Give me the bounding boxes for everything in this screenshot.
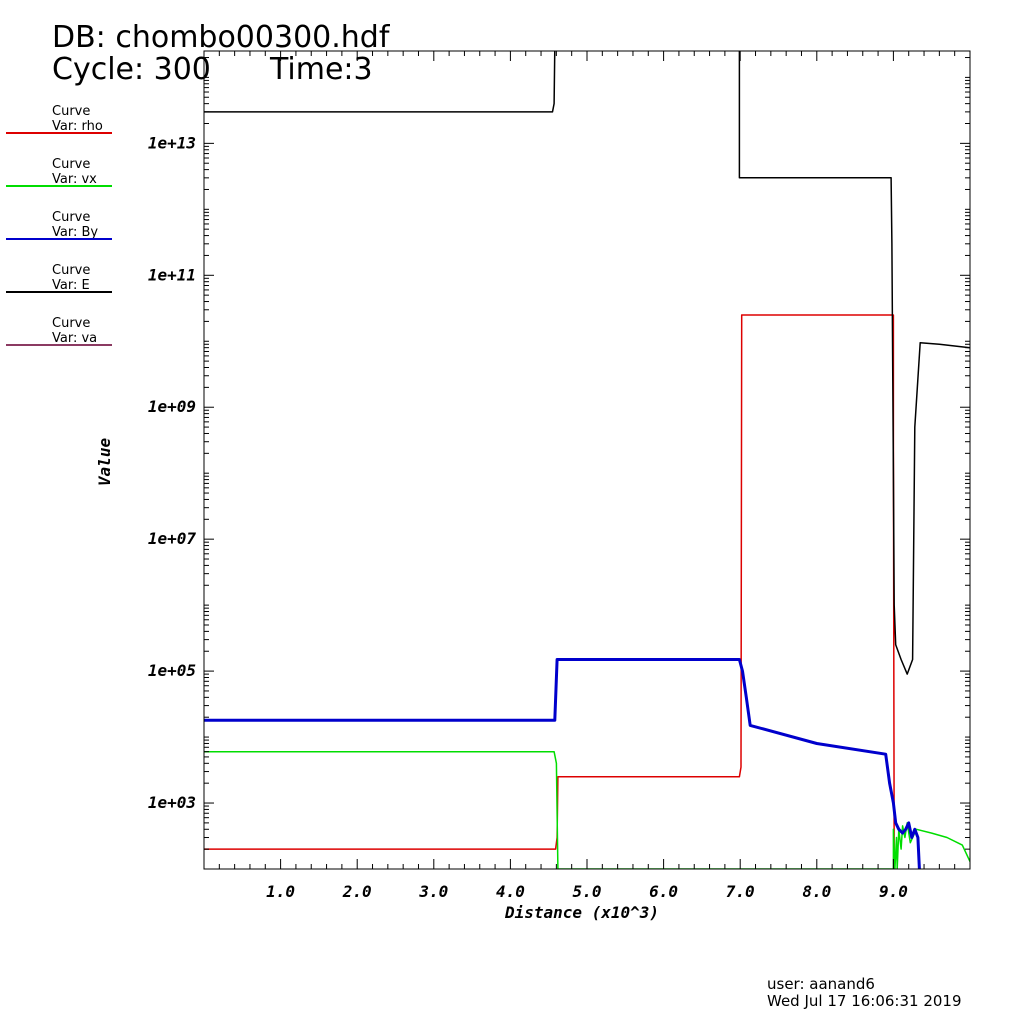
legend-curve-label: Curve	[52, 263, 91, 278]
series-rho	[204, 314, 895, 869]
footer-user: user: aanand6	[767, 975, 875, 993]
legend-curve-label: Curve	[52, 316, 91, 331]
legend-swatch	[6, 291, 112, 293]
legend-item-e: Curve Var: E	[6, 264, 112, 310]
series-vx	[204, 750, 970, 869]
x-tick-label: 8.0	[802, 882, 831, 901]
series-group	[204, 51, 970, 869]
y-tick-label: 1e+13	[148, 133, 196, 152]
legend-curve-label: Curve	[52, 157, 91, 172]
y-tick-label: 1e+05	[148, 661, 196, 680]
legend-var-label: Var: va	[52, 331, 98, 346]
y-axis-title: Value	[95, 438, 114, 487]
legend-var-label: Var: By	[52, 225, 99, 240]
x-tick-label: 2.0	[342, 882, 372, 901]
x-tick-label: 5.0	[573, 882, 602, 901]
legend-swatch	[6, 238, 112, 240]
x-axis-title: Distance (x10^3)	[504, 903, 659, 922]
legend-var-label: Var: E	[52, 278, 90, 293]
y-tick-label: 1e+09	[148, 397, 196, 416]
time-label: Time:3	[270, 52, 373, 87]
y-tick-label: 1e+11	[148, 265, 196, 284]
legend-curve-label: Curve	[52, 210, 91, 225]
x-tick-label: 1.0	[266, 882, 295, 901]
x-tick-label: 3.0	[418, 882, 448, 901]
y-tick-label: 1e+03	[148, 793, 196, 812]
footer-date: Wed Jul 17 16:06:31 2019	[767, 992, 962, 1010]
x-tick-label: 7.0	[726, 882, 755, 901]
legend-swatch	[6, 132, 112, 134]
plot-frame	[203, 50, 971, 870]
legend-item-by: Curve Var: By	[6, 211, 112, 257]
legend-var-label: Var: vx	[52, 172, 97, 187]
series-By	[204, 658, 921, 869]
legend-swatch	[6, 185, 112, 187]
cycle-label: Cycle: 300	[52, 52, 211, 87]
legend-var-label: Var: rho	[52, 119, 103, 134]
legend-item-va: Curve Var: va	[6, 317, 112, 363]
x-tick-label: 9.0	[879, 882, 908, 901]
x-tick-label: 6.0	[649, 882, 678, 901]
series-E	[204, 51, 970, 675]
y-tick-label: 1e+07	[148, 529, 197, 548]
legend-swatch	[6, 344, 112, 346]
legend-item-rho: Curve Var: rho	[6, 105, 112, 151]
x-tick-label: 4.0	[496, 882, 525, 901]
legend-curve-label: Curve	[52, 104, 91, 119]
database-title: DB: chombo00300.hdf	[52, 20, 390, 55]
legend-item-vx: Curve Var: vx	[6, 158, 112, 204]
